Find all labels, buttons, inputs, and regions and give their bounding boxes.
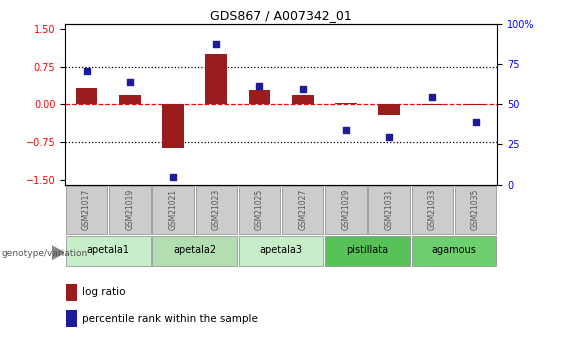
- Bar: [249, 90, 270, 104]
- Point: [212, 41, 221, 47]
- Text: apetala3: apetala3: [259, 245, 303, 255]
- Text: log ratio: log ratio: [81, 287, 125, 297]
- Point: [125, 79, 134, 85]
- Text: GSM21021: GSM21021: [168, 189, 177, 230]
- Text: GSM21033: GSM21033: [428, 189, 437, 230]
- Text: agamous: agamous: [432, 245, 476, 255]
- Text: pistillata: pistillata: [346, 245, 389, 255]
- Text: apetala2: apetala2: [173, 245, 216, 255]
- Text: GSM21029: GSM21029: [341, 189, 350, 230]
- Polygon shape: [52, 246, 64, 259]
- Bar: [195, 186, 237, 234]
- Bar: [239, 236, 323, 266]
- Bar: [368, 186, 410, 234]
- Bar: [282, 186, 323, 234]
- Text: GSM21031: GSM21031: [385, 189, 394, 230]
- Text: genotype/variation: genotype/variation: [1, 249, 88, 258]
- Bar: [66, 236, 150, 266]
- Point: [168, 174, 177, 179]
- Bar: [67, 284, 77, 300]
- Bar: [412, 236, 496, 266]
- Bar: [455, 186, 496, 234]
- Bar: [76, 88, 97, 104]
- Bar: [379, 104, 400, 115]
- Bar: [412, 186, 453, 234]
- Bar: [153, 186, 194, 234]
- Text: GSM21023: GSM21023: [212, 189, 221, 230]
- Bar: [153, 236, 237, 266]
- Bar: [325, 236, 410, 266]
- Text: apetala1: apetala1: [86, 245, 130, 255]
- Point: [298, 87, 307, 92]
- Text: GSM21017: GSM21017: [82, 189, 91, 230]
- Bar: [335, 103, 357, 104]
- Text: GSM21019: GSM21019: [125, 189, 134, 230]
- Bar: [465, 104, 486, 105]
- Bar: [67, 310, 77, 327]
- Bar: [292, 95, 314, 104]
- Bar: [206, 54, 227, 104]
- Bar: [239, 186, 280, 234]
- Point: [428, 94, 437, 100]
- Bar: [109, 186, 150, 234]
- Bar: [119, 95, 141, 104]
- Point: [255, 83, 264, 89]
- Text: percentile rank within the sample: percentile rank within the sample: [81, 314, 258, 324]
- Point: [385, 135, 394, 140]
- Text: GSM21027: GSM21027: [298, 189, 307, 230]
- Text: GSM21025: GSM21025: [255, 189, 264, 230]
- Bar: [421, 104, 443, 105]
- Bar: [325, 186, 367, 234]
- Bar: [162, 104, 184, 148]
- Point: [471, 120, 480, 125]
- Point: [341, 127, 350, 133]
- Point: [82, 69, 91, 74]
- Text: GSM21035: GSM21035: [471, 189, 480, 230]
- Bar: [66, 186, 107, 234]
- Title: GDS867 / A007342_01: GDS867 / A007342_01: [210, 9, 352, 22]
